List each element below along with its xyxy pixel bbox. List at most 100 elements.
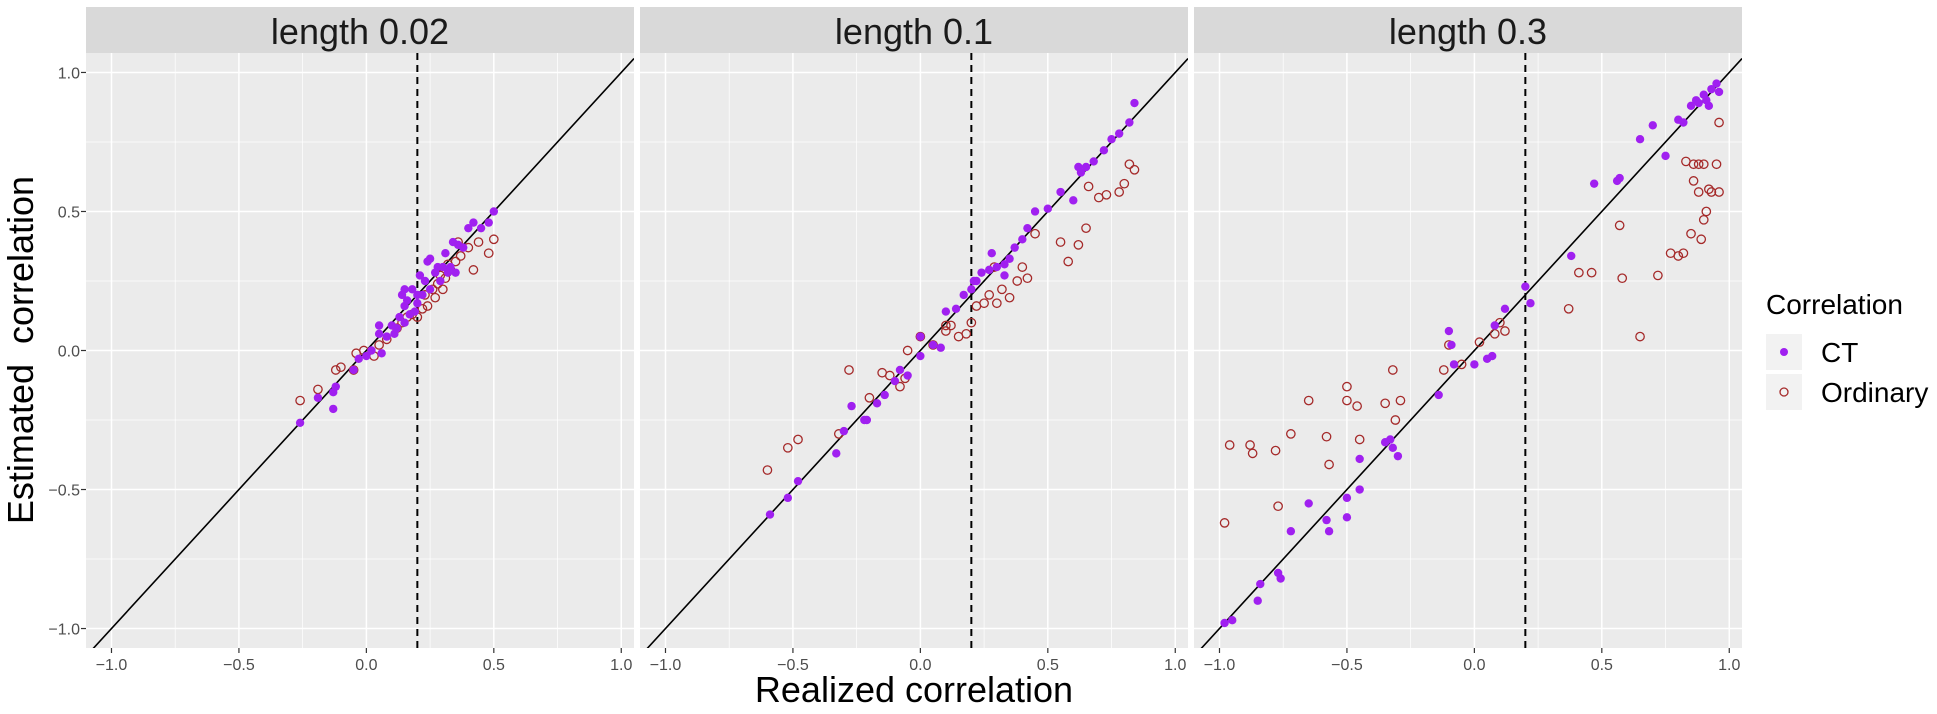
ct-point <box>469 218 478 227</box>
ct-point <box>1355 485 1364 494</box>
ct-point <box>1220 618 1229 628</box>
ct-point <box>476 223 486 233</box>
ordinary-point <box>1614 220 1625 231</box>
ct-point <box>847 401 856 411</box>
ct-point <box>880 390 889 400</box>
x-tick-label: −1.0 <box>96 657 128 674</box>
ct-point <box>1286 527 1296 536</box>
ct-point <box>415 271 425 280</box>
ordinary-point <box>895 381 905 392</box>
ordinary-point <box>991 298 1002 309</box>
ct-point <box>489 207 499 216</box>
ordinary-point <box>422 301 433 311</box>
ordinary-point <box>1686 228 1696 239</box>
ct-point <box>839 426 849 436</box>
strip-3 <box>1194 7 1742 53</box>
strip-3-title: length 0.3 <box>1389 11 1547 52</box>
panel-1: length 0.02 <box>81 7 634 653</box>
ct-point <box>1228 615 1237 625</box>
x-axis-title: Realized correlation <box>755 669 1073 710</box>
ct-point <box>484 218 493 227</box>
ct-point <box>992 262 1002 272</box>
ordinary-point <box>1714 187 1724 197</box>
ordinary-point <box>1073 239 1084 250</box>
ct-point <box>765 510 775 519</box>
panel-3: length 0.3 <box>1194 7 1742 653</box>
ct-point <box>402 296 412 305</box>
ct-point <box>1342 493 1352 503</box>
ct-point <box>400 318 409 327</box>
ct-point <box>438 262 448 272</box>
ct-point <box>1470 360 1479 369</box>
ct-point <box>1023 223 1032 233</box>
ordinary-point <box>1380 398 1391 409</box>
legend-label-ct: CT <box>1821 337 1858 368</box>
x-tick-label: 0.0 <box>355 657 377 674</box>
ordinary-point <box>1055 237 1066 247</box>
ct-point <box>903 371 912 380</box>
ordinary-point <box>1688 176 1699 186</box>
ordinary-point <box>1324 459 1334 470</box>
ct-point <box>382 332 391 341</box>
ordinary-point <box>1063 256 1074 267</box>
ct-point <box>1449 360 1459 369</box>
ct-point <box>1000 271 1009 280</box>
ct-point <box>441 248 450 258</box>
ordinary-point <box>417 303 428 314</box>
ct-point <box>354 354 363 364</box>
ct-point <box>916 351 925 361</box>
ordinary-point <box>1017 262 1028 272</box>
ordinary-point <box>1303 395 1314 406</box>
legend-label-ordinary: Ordinary <box>1821 377 1928 408</box>
ct-point <box>464 223 473 233</box>
ordinary-point <box>961 328 972 339</box>
ct-point <box>984 265 994 275</box>
ordinary-point <box>1635 331 1645 342</box>
ct-point <box>313 393 323 402</box>
identity-line <box>1200 58 1742 648</box>
ct-point <box>425 254 435 263</box>
ct-point <box>1069 196 1078 205</box>
ordinary-point <box>1352 401 1362 411</box>
ct-point <box>1704 101 1714 111</box>
ordinary-point <box>1714 117 1724 128</box>
ordinary-point <box>1081 223 1091 234</box>
x-tick-label: −0.5 <box>223 657 255 674</box>
ct-point <box>1679 118 1688 127</box>
ordinary-point <box>884 370 895 381</box>
strip-1-title: length 0.02 <box>271 11 449 52</box>
y-tick-label: −1.0 <box>48 622 80 639</box>
ct-point <box>1089 157 1098 166</box>
ct-point <box>1488 351 1497 361</box>
ct-point <box>1322 515 1331 525</box>
ordinary-point <box>1083 181 1094 192</box>
y-tick-label: −0.5 <box>48 483 80 500</box>
ordinary-point <box>1395 395 1406 406</box>
ordinary-point <box>1693 159 1704 170</box>
ct-point <box>832 449 841 458</box>
ordinary-point <box>1681 156 1691 167</box>
ct-point <box>443 268 453 277</box>
ordinary-point <box>979 298 989 309</box>
ct-point <box>895 365 905 375</box>
ct-point <box>872 399 882 408</box>
ordinary-point <box>1696 234 1707 245</box>
x-axis-3: −1.0 −0.5 0.0 0.5 1.0 <box>1204 657 1741 674</box>
ordinary-point <box>1500 326 1510 336</box>
x-tick-label: 1.0 <box>1718 657 1740 674</box>
ct-point <box>374 329 384 339</box>
plot-area-2 <box>640 53 1188 653</box>
ordinary-point <box>1698 159 1709 170</box>
ordinary-point <box>1270 445 1281 456</box>
ct-point <box>1521 282 1530 291</box>
ct-point <box>295 418 305 427</box>
ordinary-point <box>1474 337 1485 348</box>
ct-point <box>392 324 402 333</box>
ordinary-point <box>1124 159 1135 170</box>
ct-point <box>1444 326 1454 336</box>
ordinary-point <box>1245 440 1255 450</box>
ct-point <box>413 299 422 308</box>
ordinary-point <box>997 284 1007 295</box>
legend: Correlation CT Ordinary <box>1766 289 1928 410</box>
ordinary-point <box>1119 178 1130 189</box>
